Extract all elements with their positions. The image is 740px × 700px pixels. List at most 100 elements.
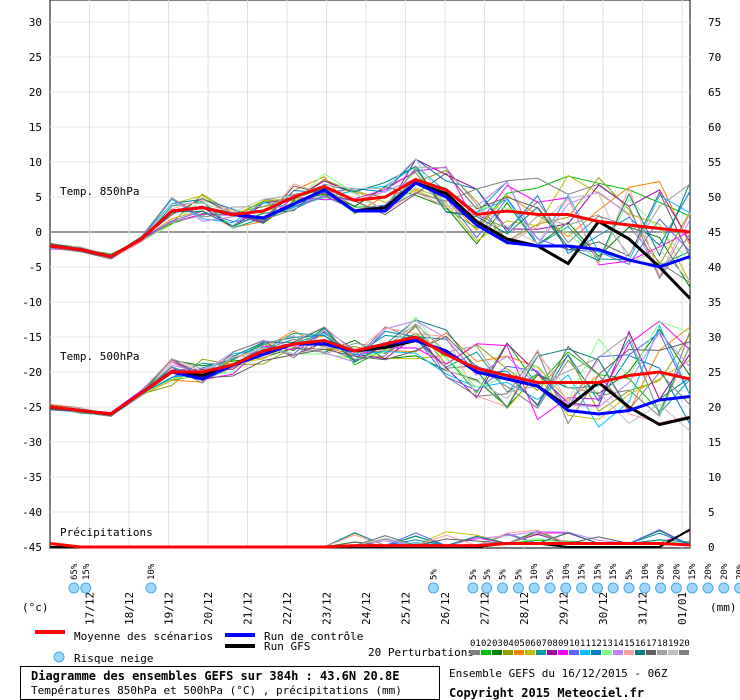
legend-pert-number: 05 xyxy=(514,639,525,649)
snowflake-icon xyxy=(670,582,682,594)
snowflake-icon xyxy=(68,582,80,594)
legend-pert-swatch xyxy=(470,650,480,655)
snow-risk-label: 5% xyxy=(546,569,556,580)
snow-risk-row: 65% 15% 10% 5% 5% 5% 5% 5% 10% 5% 10% 15% 15% 15% 5% 10… xyxy=(68,563,740,594)
right-tick-label: 30 xyxy=(708,331,721,344)
right-tick-label: 0 xyxy=(708,541,715,554)
legend-pert-swatch xyxy=(525,650,535,655)
legend-pert-number: 20 xyxy=(679,639,690,649)
legend-pert-number: 04 xyxy=(503,639,514,649)
legend-perturbations-label: 20 Perturbations xyxy=(368,646,474,659)
left-tick-label: 25 xyxy=(29,51,42,64)
left-tick-label: 20 xyxy=(29,86,42,99)
legend-pert-swatch xyxy=(635,650,645,655)
snow-risk-label: 65% xyxy=(70,563,80,580)
date-label: 18/12 xyxy=(123,592,136,625)
date-label: 31/12 xyxy=(637,592,650,625)
legend-pert-number: 11 xyxy=(580,639,591,649)
legend-pert-swatch xyxy=(569,650,579,655)
chart-subtitle: Températures 850hPa et 500hPa (°C) , pré… xyxy=(31,684,402,697)
left-tick-label: 30 xyxy=(29,16,42,29)
right-tick-label: 65 xyxy=(708,86,721,99)
snowflake-icon xyxy=(623,582,635,594)
series-line-0-t850 xyxy=(49,177,691,259)
right-tick-label: 25 xyxy=(708,366,721,379)
left-tick-label: -35 xyxy=(22,471,42,484)
legend-pert-number: 17 xyxy=(646,639,657,649)
series-precip-0 xyxy=(49,542,691,549)
left-tick-label: 15 xyxy=(29,121,42,134)
grid xyxy=(49,0,691,549)
right-tick-label: 10 xyxy=(708,471,721,484)
legend-pert-number: 16 xyxy=(635,639,646,649)
snowflake-icon xyxy=(702,582,714,594)
perturbation-line xyxy=(49,316,691,415)
snow-risk-label: 10% xyxy=(530,563,540,580)
perturbation-line xyxy=(49,158,691,282)
left-tick-label: -10 xyxy=(22,296,42,309)
snowflake-icon xyxy=(734,582,740,594)
copyright: Copyright 2015 Meteociel.fr xyxy=(449,686,645,700)
snowflake-icon xyxy=(80,582,92,594)
left-tick-label: -45 xyxy=(22,541,42,554)
plot-frame xyxy=(49,0,691,549)
snow-risk-label: 20% xyxy=(736,563,740,580)
left-tick-label: 5 xyxy=(35,191,42,204)
legend-pert-number: 06 xyxy=(525,639,536,649)
legend-pert-swatch xyxy=(547,650,557,655)
t850-label: Temp. 850hPa xyxy=(60,185,139,198)
date-label: 21/12 xyxy=(242,592,255,625)
snow-risk-label: 15% xyxy=(593,563,603,580)
right-tick-label: 20 xyxy=(708,401,721,414)
snow-risk-label: 5% xyxy=(469,569,479,580)
right-tick-label: 5 xyxy=(708,506,715,519)
snowflake-icon xyxy=(53,651,65,663)
left-tick-label: -15 xyxy=(22,331,42,344)
date-label: 20/12 xyxy=(202,592,215,625)
right-unit: (mm) xyxy=(710,601,737,614)
legend-pert-swatch xyxy=(536,650,546,655)
date-label: 22/12 xyxy=(281,592,294,625)
legend-pert-swatch xyxy=(591,650,601,655)
legend-pert-number: 10 xyxy=(569,639,580,649)
left-tick-label: -25 xyxy=(22,401,42,414)
right-tick-label: 70 xyxy=(708,51,721,64)
date-label: 01/01 xyxy=(676,592,689,625)
legend-pert-swatch xyxy=(624,650,634,655)
snow-risk-label: 5% xyxy=(499,569,509,580)
snowflake-icon xyxy=(544,582,556,594)
snow-risk-label: 15% xyxy=(82,563,92,580)
snow-risk-label: 15% xyxy=(609,563,619,580)
snow-risk-label: 20% xyxy=(672,563,682,580)
snow-risk-label: 10% xyxy=(641,563,651,580)
legend-pert-swatch xyxy=(657,650,667,655)
snowflake-icon xyxy=(512,582,524,594)
left-tick-label: 10 xyxy=(29,156,42,169)
date-label: 19/12 xyxy=(163,592,176,625)
right-tick-label: 50 xyxy=(708,191,721,204)
snow-risk-label: 15% xyxy=(578,563,588,580)
precip-label: Précipitations xyxy=(60,526,153,539)
legend-pert-number: 02 xyxy=(481,639,492,649)
legend-pert-swatch xyxy=(602,650,612,655)
left-tick-label: -30 xyxy=(22,436,42,449)
legend-pert-swatch xyxy=(646,650,656,655)
legend-pert-swatch xyxy=(481,650,491,655)
date-label: 26/12 xyxy=(439,592,452,625)
legend-snow-label: Risque neige xyxy=(74,652,153,665)
right-tick-label: 60 xyxy=(708,121,721,134)
left-tick-label: -20 xyxy=(22,366,42,379)
snow-risk-label: 5% xyxy=(483,569,493,580)
snow-risk-label: 5% xyxy=(514,569,524,580)
snowflake-icon xyxy=(560,582,572,594)
snowflake-icon xyxy=(655,582,667,594)
main-lines xyxy=(49,177,692,549)
date-label: 29/12 xyxy=(558,592,571,625)
legend-pert-number: 12 xyxy=(591,639,602,649)
legend-pert-number: 14 xyxy=(613,639,624,649)
snow-risk-label: 10% xyxy=(147,563,157,580)
snowflake-icon xyxy=(718,582,730,594)
chart-title: Diagramme des ensembles GEFS sur 384h : … xyxy=(31,669,400,683)
